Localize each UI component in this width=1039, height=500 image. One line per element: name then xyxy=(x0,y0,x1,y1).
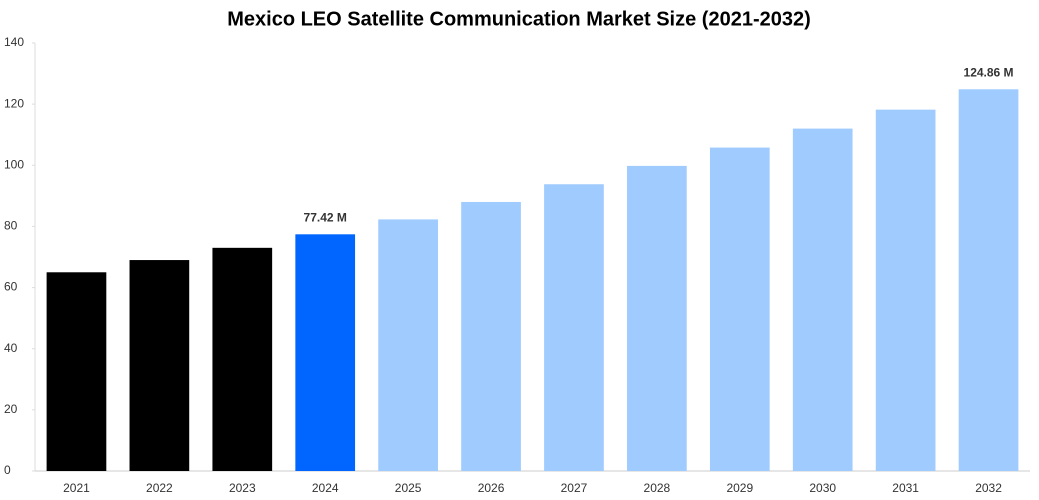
x-tick-label: 2031 xyxy=(892,481,919,495)
bar xyxy=(958,89,1019,471)
bar xyxy=(129,260,190,471)
y-tick-label: 60 xyxy=(4,280,18,294)
x-tick-label: 2025 xyxy=(395,481,422,495)
y-tick-label: 0 xyxy=(4,463,11,477)
x-tick-label: 2027 xyxy=(561,481,588,495)
chart-title: Mexico LEO Satellite Communication Marke… xyxy=(227,8,811,30)
bar xyxy=(792,128,853,471)
bar xyxy=(627,165,687,471)
y-tick-label: 140 xyxy=(4,35,24,49)
x-tick-label: 2026 xyxy=(478,481,505,495)
y-tick-label: 20 xyxy=(4,402,18,416)
bar xyxy=(461,201,521,471)
value-label: 124.86 M xyxy=(964,65,1014,79)
x-tick-label: 2021 xyxy=(63,481,90,495)
x-tick-label: 2023 xyxy=(229,481,256,495)
bar xyxy=(544,184,604,472)
y-tick-label: 120 xyxy=(4,96,24,110)
bar xyxy=(212,247,273,471)
bar xyxy=(875,109,936,471)
bar xyxy=(709,147,770,471)
y-tick-label: 100 xyxy=(4,157,24,171)
bar xyxy=(378,219,438,471)
x-tick-label: 2030 xyxy=(809,481,836,495)
y-tick-label: 80 xyxy=(4,219,18,233)
value-label: 77.42 M xyxy=(304,210,347,224)
x-tick-label: 2024 xyxy=(312,481,339,495)
y-tick-label: 40 xyxy=(4,341,18,355)
x-tick-label: 2032 xyxy=(975,481,1002,495)
bar xyxy=(295,234,356,471)
x-tick-label: 2029 xyxy=(726,481,753,495)
bar xyxy=(46,272,107,471)
x-tick-label: 2028 xyxy=(644,481,671,495)
x-tick-label: 2022 xyxy=(146,481,173,495)
